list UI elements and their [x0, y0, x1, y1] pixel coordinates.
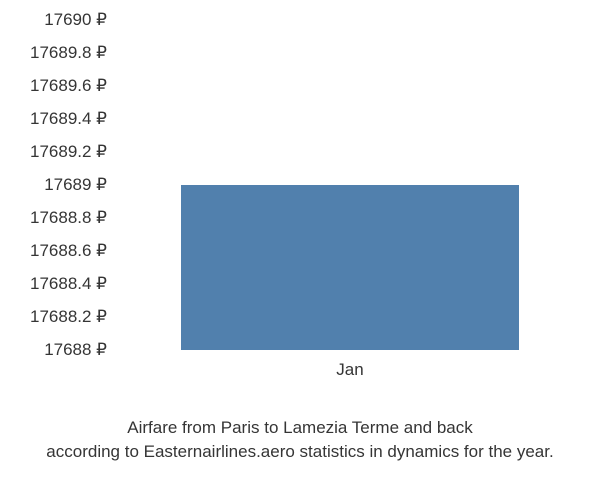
plot-area: [115, 20, 585, 350]
y-tick-label: 17689.4 ₽: [30, 109, 107, 129]
caption-line-1: Airfare from Paris to Lamezia Terme and …: [127, 418, 473, 437]
y-tick-label: 17690 ₽: [44, 10, 107, 30]
y-tick-label: 17689.6 ₽: [30, 76, 107, 96]
airfare-chart: 17690 ₽17689.8 ₽17689.6 ₽17689.4 ₽17689.…: [10, 20, 590, 390]
chart-caption: Airfare from Paris to Lamezia Terme and …: [0, 416, 600, 465]
y-tick-label: 17689.2 ₽: [30, 142, 107, 162]
bar: [181, 185, 519, 350]
caption-line-2: according to Easternairlines.aero statis…: [46, 442, 553, 461]
y-axis: 17690 ₽17689.8 ₽17689.6 ₽17689.4 ₽17689.…: [10, 20, 115, 350]
y-tick-label: 17689 ₽: [44, 175, 107, 195]
y-tick-label: 17688.4 ₽: [30, 274, 107, 294]
y-tick-label: 17688.8 ₽: [30, 208, 107, 228]
x-tick-label: Jan: [336, 360, 363, 380]
y-tick-label: 17688 ₽: [44, 340, 107, 360]
y-tick-label: 17688.6 ₽: [30, 241, 107, 261]
y-tick-label: 17688.2 ₽: [30, 307, 107, 327]
x-axis: Jan: [115, 355, 585, 385]
y-tick-label: 17689.8 ₽: [30, 43, 107, 63]
